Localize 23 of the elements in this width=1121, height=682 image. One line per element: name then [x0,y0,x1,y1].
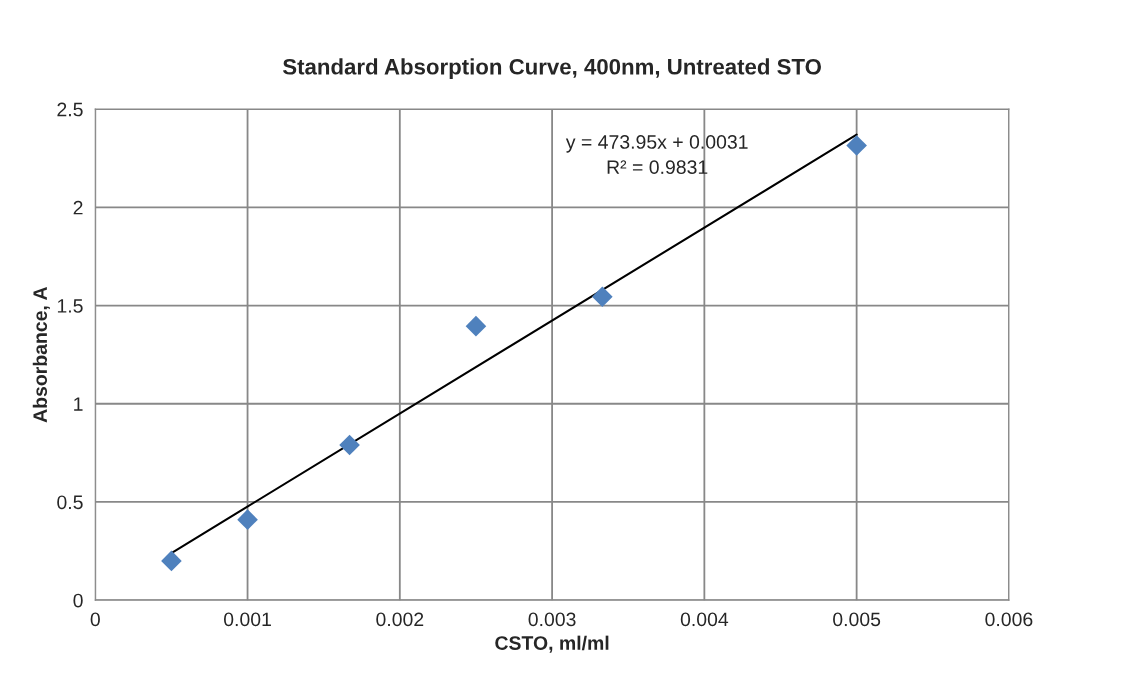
y-axis-title: Absorbance, A [32,286,50,423]
point [339,434,360,456]
x-tick-label: 0.002 [376,612,424,627]
x-tick-label: 0.003 [528,612,576,627]
x-tick-label: 0.006 [985,612,1033,627]
annotation: y = 473.95x + 0.0031 R² = 0.9831 [565,135,748,175]
y-tick-label: 1 [74,397,83,411]
x-tick-label: 0 [90,612,100,627]
y-tick-label: 2 [73,200,83,215]
x-tick-label: 0.005 [833,612,881,627]
y-tick-label: 2.5 [57,102,83,117]
point [846,135,867,156]
point [237,509,258,530]
x-tick-label: 0.001 [223,612,271,627]
x-tick-label: 0.004 [680,612,729,627]
chart-title: Standard Absorption Curve, 400nm, Untreated STO [282,58,821,80]
point [465,315,487,337]
x-axis-title: CSTO, ml/ml [495,635,609,653]
point [592,286,613,307]
y-tick-label: 0 [73,593,83,608]
y-tick-label: 1.5 [57,299,83,313]
point [161,550,182,572]
y-tick-label: 0.5 [57,495,83,510]
